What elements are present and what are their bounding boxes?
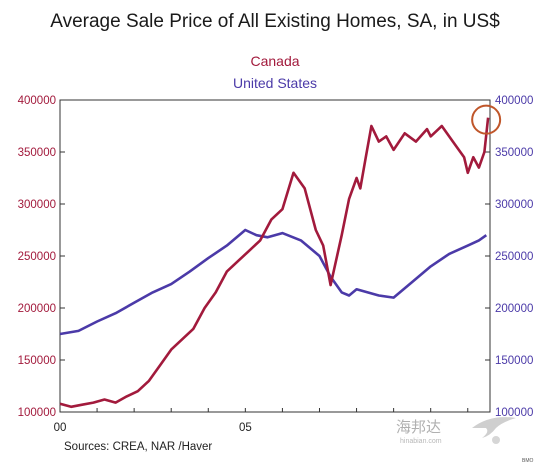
legend-united-states: United States — [233, 75, 317, 91]
x-tick-label: 00 — [54, 422, 67, 434]
watermark-bird-icon — [472, 417, 516, 444]
chart-title: Average Sale Price of All Existing Homes… — [50, 11, 500, 32]
y-right-tick-label: 150000 — [495, 355, 533, 367]
y-axis-left: 100000 150000 200000 250000 300000 350000 4000… — [18, 95, 65, 419]
credit-text: BMO — [522, 458, 534, 464]
legend-canada: Canada — [250, 53, 299, 69]
y-left-tick-label: 300000 — [18, 199, 56, 211]
series-line-united-states — [59, 228, 488, 336]
source-note: Sources: CREA, NAR /Haver — [64, 441, 212, 453]
y-left-tick-label: 250000 — [18, 251, 56, 263]
y-right-tick-label: 350000 — [495, 147, 533, 159]
y-left-tick-label: 150000 — [18, 355, 56, 367]
y-right-tick-label: 400000 — [495, 95, 533, 107]
series-line-canada — [59, 117, 490, 409]
watermark-subtext: hinabian.com — [400, 438, 442, 445]
watermark-text: 海邦达 — [396, 419, 441, 436]
y-left-tick-label: 350000 — [18, 147, 56, 159]
highlight-circle — [471, 104, 502, 135]
plot-frame — [59, 99, 491, 413]
y-left-tick-label: 100000 — [18, 407, 56, 419]
y-right-tick-label: 200000 — [495, 303, 533, 315]
y-right-tick-label: 100000 — [495, 407, 533, 419]
y-right-tick-label: 250000 — [495, 251, 533, 263]
x-axis: 00 05 — [54, 408, 469, 434]
y-left-tick-label: 400000 — [18, 95, 56, 107]
y-axis-right: 100000 150000 200000 250000 300000 350000 4000… — [485, 95, 533, 419]
series-layer — [59, 117, 490, 409]
y-right-tick-label: 300000 — [495, 199, 533, 211]
x-tick-label: 05 — [239, 422, 252, 434]
y-left-tick-label: 200000 — [18, 303, 56, 315]
